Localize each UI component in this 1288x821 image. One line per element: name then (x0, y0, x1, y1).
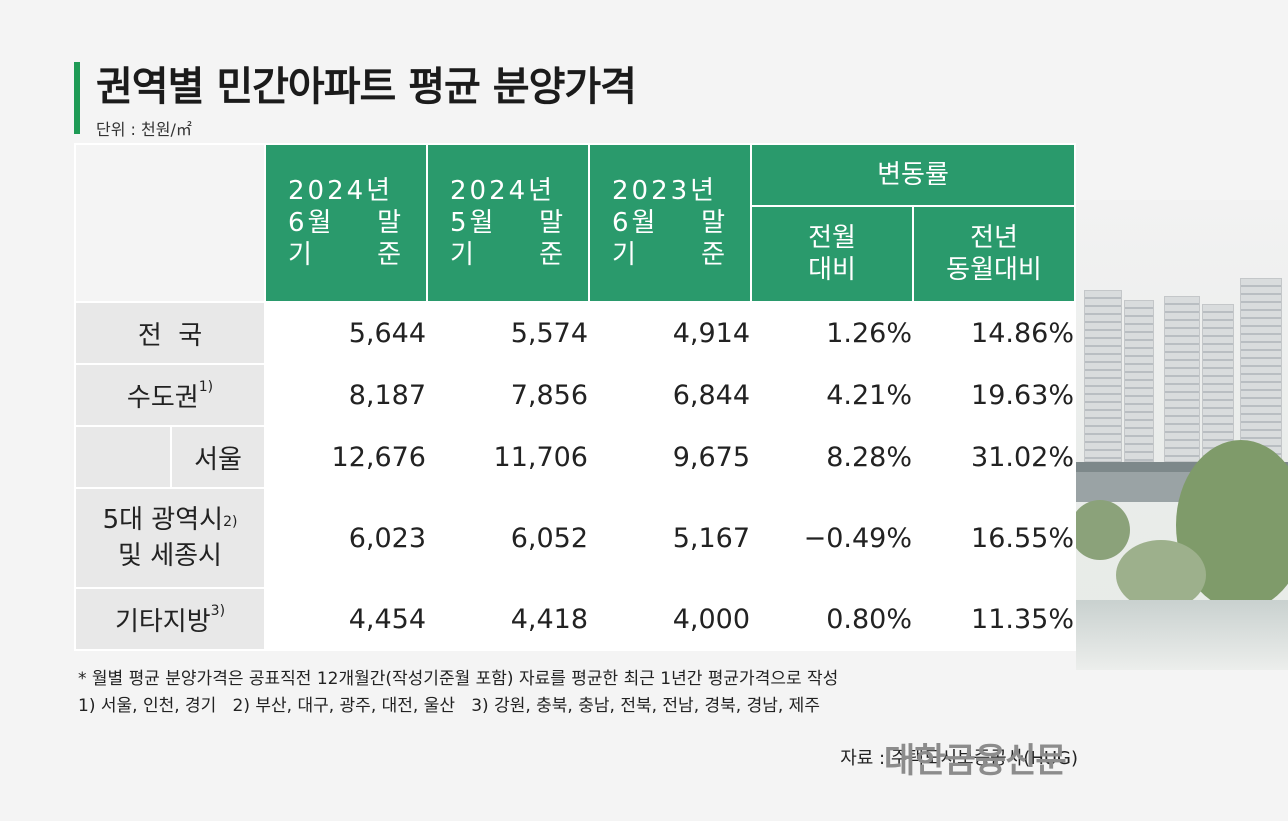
table-cell: 9,675 (588, 425, 752, 489)
table-row: 서울 12,676 11,706 9,675 8.28% 31.02% (74, 425, 1076, 489)
row-label-national: 전 국 (74, 301, 266, 365)
table-cell: 16.55% (912, 487, 1076, 589)
footnote-regions: 1) 서울, 인천, 경기 2) 부산, 대구, 광주, 대전, 울산 3) 강… (78, 696, 820, 716)
table-row: 수도권1) 8,187 7,856 6,844 4.21% 19.63% (74, 363, 1076, 427)
header-month-over-month: 전월 대비 (750, 205, 914, 303)
table-row: 전 국 5,644 5,574 4,914 1.26% 14.86% (74, 301, 1076, 365)
header-change-rate: 변동률 (750, 143, 1076, 207)
table-cell: 1.26% (750, 301, 914, 365)
table-cell: 7,856 (426, 363, 590, 427)
table-cell: 4,914 (588, 301, 752, 365)
table-row: 기타지방3) 4,454 4,418 4,000 0.80% 11.35% (74, 587, 1076, 651)
table-cell: 31.02% (912, 425, 1076, 489)
row-label-other-regions: 기타지방3) (74, 587, 266, 651)
table-cell: 6,052 (426, 487, 590, 589)
header-col-2024-05: 2024년 5월 말 기 준 (426, 143, 590, 303)
table-cell: 0.80% (750, 587, 914, 651)
row-label-capital-area: 수도권1) (74, 363, 266, 427)
unit-label: 단위 : 천원/㎡ (96, 120, 192, 139)
publisher-logo: 대한금융신문 (884, 741, 1067, 781)
background-apartment-scene (1070, 200, 1288, 670)
header-year-over-year: 전년 동월대비 (912, 205, 1076, 303)
table-cell: 8.28% (750, 425, 914, 489)
footnote-method: * 월별 평균 분양가격은 공표직전 12개월간(작성기준월 포함) 자료를 평… (78, 669, 839, 689)
table-cell: 5,574 (426, 301, 590, 365)
table-cell: −0.49% (750, 487, 914, 589)
title-accent-bar (74, 62, 80, 134)
table-cell: 11.35% (912, 587, 1076, 651)
table-cell: 4,418 (426, 587, 590, 651)
row-label-metro-cities: 5대 광역시2) 및 세종시 (74, 487, 266, 589)
header-col-2024-06: 2024년 6월 말 기 준 (264, 143, 428, 303)
source-credit: 자료 : 주택도시보증공사(HUG) (840, 748, 1078, 769)
page-title: 권역별 민간아파트 평균 분양가격 (96, 64, 637, 110)
header-corner (74, 143, 266, 303)
row-label-seoul: 서울 (170, 425, 266, 489)
table-cell: 5,644 (264, 301, 428, 365)
table-row: 5대 광역시2) 및 세종시 6,023 6,052 5,167 −0.49% … (74, 487, 1076, 589)
row-indent (74, 425, 172, 489)
table-cell: 5,167 (588, 487, 752, 589)
table-cell: 14.86% (912, 301, 1076, 365)
footnotes: * 월별 평균 분양가격은 공표직전 12개월간(작성기준월 포함) 자료를 평… (78, 666, 838, 720)
table-cell: 19.63% (912, 363, 1076, 427)
price-table: 2024년 6월 말 기 준 2024년 5월 말 기 준 2023년 6월 말… (74, 143, 1076, 651)
table-cell: 4,000 (588, 587, 752, 651)
table-cell: 6,023 (264, 487, 428, 589)
table-cell: 11,706 (426, 425, 590, 489)
table-cell: 12,676 (264, 425, 428, 489)
header-col-2023-06: 2023년 6월 말 기 준 (588, 143, 752, 303)
table-cell: 4.21% (750, 363, 914, 427)
table-cell: 4,454 (264, 587, 428, 651)
table-cell: 6,844 (588, 363, 752, 427)
table-cell: 8,187 (264, 363, 428, 427)
